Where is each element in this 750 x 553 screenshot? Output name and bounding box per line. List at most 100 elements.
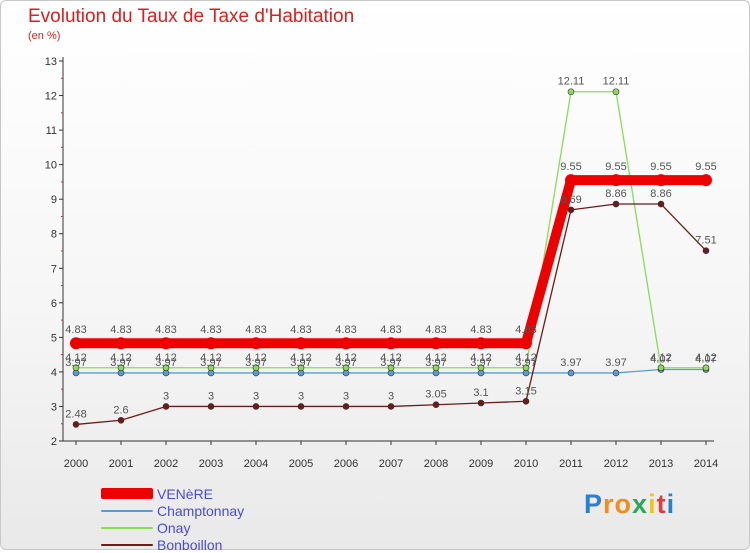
series-points bbox=[70, 88, 712, 428]
label-champtonnay-2006: 3.97 bbox=[335, 357, 356, 369]
x-tick-label-2003: 2003 bbox=[199, 458, 223, 470]
y-tick-label-8: 8 bbox=[51, 229, 57, 241]
point-venre-2013 bbox=[655, 174, 667, 187]
point-onay-2004 bbox=[252, 364, 260, 372]
y-tick-label-2: 2 bbox=[51, 436, 57, 448]
label-venre-2004: 4.83 bbox=[245, 324, 266, 336]
point-bonboillon-2013 bbox=[657, 200, 665, 208]
point-bonboillon-2007 bbox=[387, 403, 395, 410]
label-onay-2005: 4.12 bbox=[290, 352, 311, 364]
point-bonboillon-2008 bbox=[432, 401, 440, 409]
label-champtonnay-2014: 4.07 bbox=[695, 353, 716, 365]
label-venre-2006: 4.83 bbox=[335, 324, 356, 336]
label-champtonnay-2013: 4.07 bbox=[650, 353, 671, 365]
point-bonboillon-2010 bbox=[522, 397, 530, 405]
x-tick-label-2013: 2013 bbox=[649, 458, 673, 470]
proxiti-logo: Proxiti bbox=[584, 489, 675, 520]
label-bonboillon-2008: 3.05 bbox=[425, 389, 446, 401]
legend-swatch-venere bbox=[101, 488, 153, 499]
label-champtonnay-2009: 3.97 bbox=[470, 357, 491, 369]
point-venre-2008 bbox=[430, 337, 442, 350]
legend-item-bonboillon[interactable]: Bonboillon bbox=[101, 536, 244, 553]
label-champtonnay-2007: 3.97 bbox=[380, 357, 401, 369]
label-venre-2003: 4.83 bbox=[200, 324, 221, 336]
y-tick-label-3: 3 bbox=[51, 401, 57, 413]
point-bonboillon-2005 bbox=[297, 403, 305, 410]
label-bonboillon-2005: 3 bbox=[298, 390, 304, 402]
point-bonboillon-2012 bbox=[612, 200, 620, 208]
label-bonboillon-2002: 3 bbox=[163, 390, 169, 402]
point-venre-2010 bbox=[520, 337, 532, 350]
y-tick-label-5: 5 bbox=[51, 332, 57, 344]
point-bonboillon-2006 bbox=[342, 403, 350, 410]
point-onay-2014 bbox=[702, 364, 710, 372]
legend-item-onay[interactable]: Onay bbox=[101, 519, 244, 536]
label-champtonnay-2008: 3.97 bbox=[425, 357, 446, 369]
point-venre-2012 bbox=[610, 174, 622, 187]
label-bonboillon-2003: 3 bbox=[208, 390, 214, 402]
label-onay-2012: 12.11 bbox=[603, 76, 630, 88]
y-tick-label-4: 4 bbox=[51, 367, 57, 379]
legend-label-venere: VENèRE bbox=[157, 485, 214, 502]
label-onay-2013: 4.12 bbox=[650, 352, 671, 364]
label-venre-2013: 9.55 bbox=[650, 161, 671, 173]
label-venre-2012: 9.55 bbox=[605, 161, 626, 173]
label-bonboillon-2001: 2.6 bbox=[113, 404, 128, 416]
legend-item-venere[interactable]: VENèRE bbox=[101, 485, 244, 502]
y-tick-label-9: 9 bbox=[51, 194, 57, 206]
point-bonboillon-2002 bbox=[162, 403, 170, 410]
label-bonboillon-2013: 8.86 bbox=[650, 188, 671, 200]
label-bonboillon-2007: 3 bbox=[388, 390, 394, 402]
label-champtonnay-2003: 3.97 bbox=[200, 357, 221, 369]
label-champtonnay-2012: 3.97 bbox=[605, 357, 626, 369]
label-champtonnay-2004: 3.97 bbox=[245, 357, 266, 369]
point-bonboillon-2014 bbox=[702, 247, 710, 254]
label-onay-2011: 12.11 bbox=[558, 76, 585, 88]
label-venre-2007: 4.83 bbox=[380, 324, 401, 336]
point-venre-2005 bbox=[295, 337, 307, 350]
axes: 2 3 4 5 6 7 8 9 10 11 12 13 2000 2001 2002 2003 2004 2005… bbox=[45, 56, 718, 470]
point-bonboillon-2003 bbox=[207, 403, 215, 410]
x-tick-label-2009: 2009 bbox=[469, 458, 493, 470]
point-onay-2011 bbox=[567, 88, 575, 96]
label-bonboillon-2006: 3 bbox=[343, 390, 349, 402]
point-onay-2003 bbox=[207, 364, 215, 372]
legend-swatch-onay bbox=[101, 526, 153, 529]
x-tick-label-2007: 2007 bbox=[379, 458, 403, 470]
logo-letter-6: i bbox=[666, 489, 676, 519]
label-bonboillon-2009: 3.1 bbox=[473, 387, 488, 399]
label-onay-2010: 4.12 bbox=[515, 352, 536, 364]
label-champtonnay-2010: 3.97 bbox=[515, 357, 536, 369]
legend-label-champtonnay: Champtonnay bbox=[157, 502, 245, 519]
label-onay-2000: 4.12 bbox=[65, 352, 86, 364]
x-tick-label-2000: 2000 bbox=[64, 458, 88, 470]
point-onay-2006 bbox=[342, 364, 350, 372]
y-tick-label-11: 11 bbox=[46, 125, 57, 137]
label-venre-2000: 4.83 bbox=[65, 324, 86, 336]
point-bonboillon-2001 bbox=[117, 416, 125, 424]
point-onay-2012 bbox=[612, 88, 620, 96]
point-onay-2013 bbox=[657, 364, 665, 372]
x-tick-label-2011: 2011 bbox=[559, 458, 583, 470]
point-champtonnay-2012 bbox=[612, 369, 620, 377]
label-onay-2007: 4.12 bbox=[380, 352, 401, 364]
point-onay-2002 bbox=[162, 364, 170, 372]
point-venre-2006 bbox=[340, 337, 352, 350]
label-onay-2014: 4.12 bbox=[695, 352, 716, 364]
label-onay-2002: 4.12 bbox=[155, 352, 176, 364]
legend-item-champtonnay[interactable]: Champtonnay bbox=[101, 502, 244, 519]
y-tick-label-10: 10 bbox=[45, 160, 57, 172]
logo-letter-2: o bbox=[614, 489, 633, 519]
label-venre-2009: 4.83 bbox=[470, 324, 491, 336]
label-onay-2006: 4.12 bbox=[335, 352, 356, 364]
point-bonboillon-2000 bbox=[72, 421, 80, 428]
logo-letter-5: t bbox=[656, 489, 667, 519]
point-venre-2014 bbox=[700, 174, 712, 187]
y-tick-label-13: 13 bbox=[45, 56, 57, 68]
point-venre-2000 bbox=[70, 337, 82, 350]
legend-swatch-champtonnay bbox=[101, 509, 153, 512]
label-onay-2001: 4.12 bbox=[110, 352, 131, 364]
point-onay-2009 bbox=[477, 364, 485, 372]
label-bonboillon-2010: 3.15 bbox=[515, 385, 536, 397]
